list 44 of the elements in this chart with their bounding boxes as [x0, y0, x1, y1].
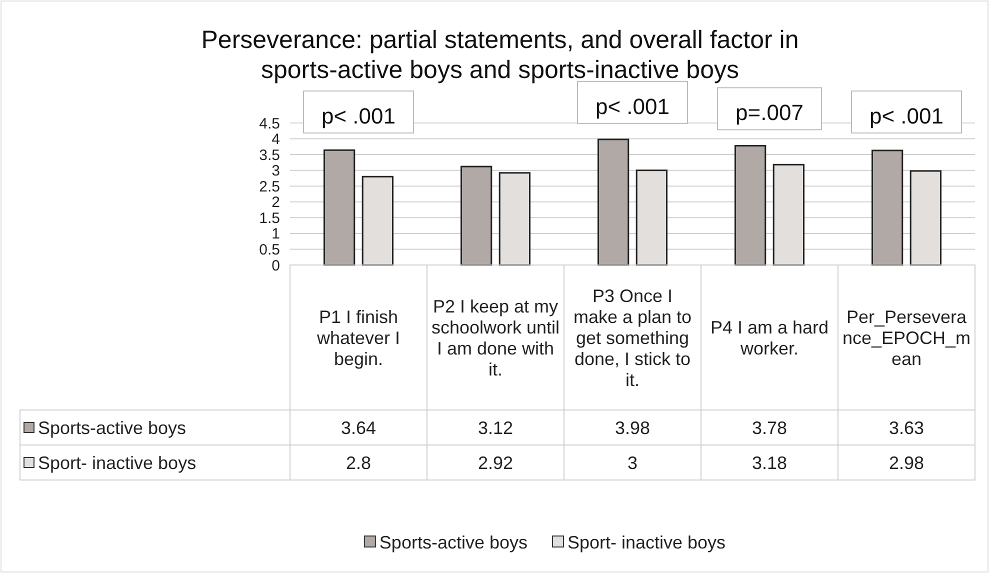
annotation: p< .001 [869, 103, 944, 128]
x-tick-label: Per_Perseverance_EPOCH_mean [842, 306, 971, 369]
data-label: 2.92 [478, 452, 514, 473]
data-label: 3.64 [340, 418, 376, 438]
x-tick-label: P4 I am a hard worker. [710, 317, 829, 358]
y-tick-label: 2.5 [259, 178, 280, 196]
annotation: p< .001 [595, 94, 670, 119]
data-label: 2.98 [888, 452, 924, 473]
annotation: p< .001 [321, 103, 396, 128]
text: Sport- inactive boys [567, 532, 726, 552]
legend-label: Sports-active boys [38, 418, 186, 438]
bar [734, 144, 766, 266]
bar [636, 170, 668, 266]
bar [362, 176, 394, 266]
y-tick-label: 2 [272, 194, 280, 212]
y-tick-label: 1.5 [259, 210, 280, 227]
y-tick-label: 3 [272, 162, 280, 180]
y-tick-label: 4 [272, 131, 280, 148]
bar [772, 164, 804, 266]
y-tick-label: 4.5 [259, 115, 280, 132]
y-tick-label: 0.5 [259, 241, 280, 258]
data-label: 3.98 [614, 418, 650, 438]
bar [498, 172, 530, 266]
y-tick-label: 1 [272, 226, 280, 243]
data-label: 2.8 [346, 452, 372, 473]
data-label: 3.78 [752, 418, 788, 438]
data-label: 3.12 [478, 418, 514, 438]
text: Sports-active boys [379, 532, 528, 552]
x-tick-label: P1 I finish whatever I begin. [316, 306, 400, 369]
chart-title: Perseverance: partial statements, and overall factor in sports-active boys and sports-inactive boys [201, 26, 799, 84]
bar [598, 138, 630, 266]
bar [460, 166, 492, 266]
data-label: 3.18 [752, 452, 788, 473]
bar [872, 150, 904, 266]
legend-label: Sport- inactive boys [38, 452, 196, 473]
x-tick-label: P2 I keep at my schoolwork until I am done with it. [431, 296, 560, 380]
y-tick-label: 0 [272, 257, 280, 274]
y-tick-label: 3.5 [259, 146, 280, 164]
bar [910, 170, 942, 266]
x-tick-label: P3 Once I make a plan to get something done, I stick to it. [573, 286, 692, 390]
data-label: 3 [627, 452, 638, 473]
annotation: p=.007 [736, 100, 804, 126]
bar [324, 149, 356, 266]
data-label: 3.63 [888, 418, 924, 438]
